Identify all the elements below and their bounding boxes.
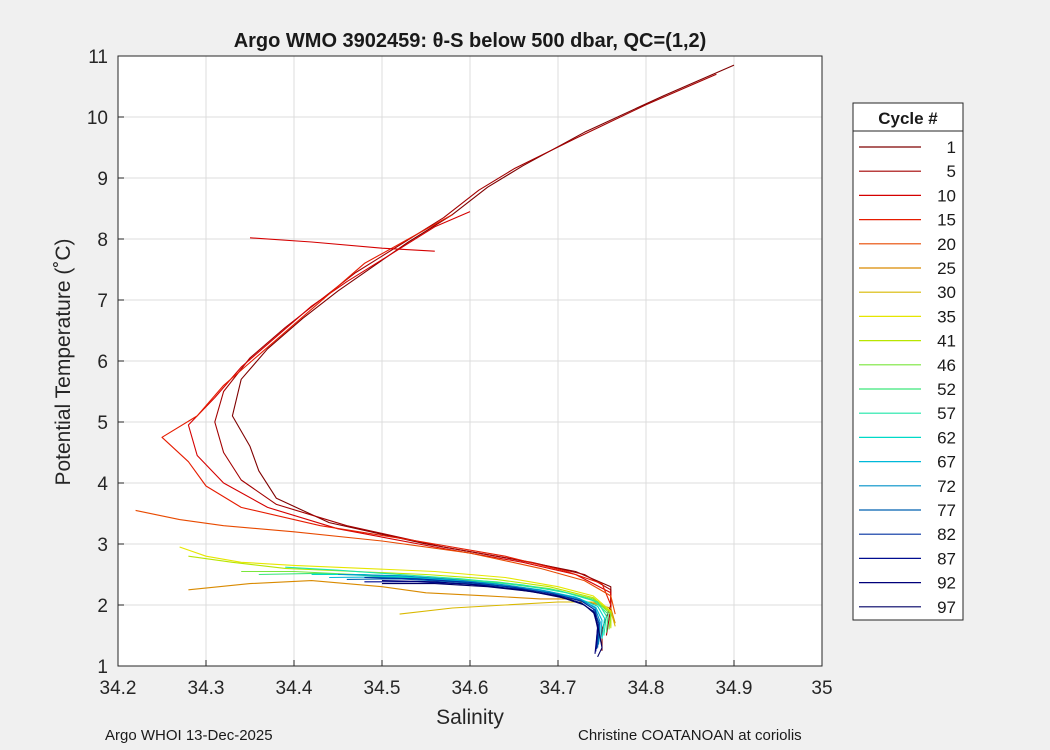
y-tick-label: 7 <box>97 291 108 312</box>
series-line-cycle-35 <box>179 546 612 627</box>
legend-label-cycle-41: 41 <box>937 332 956 351</box>
y-axis-label: Potential Temperature (˚C) <box>52 238 75 485</box>
legend-label-cycle-57: 57 <box>937 404 956 423</box>
y-tick-label: 11 <box>88 47 108 68</box>
series-line-cycle-72 <box>337 573 601 645</box>
x-tick-label: 34.6 <box>452 678 489 699</box>
ticks: 34.2 34.3 34.4 34.5 34.6 34.7 34.8 34.9 35 1 2 3 4 5 6… <box>87 47 833 699</box>
x-tick-label: 34.9 <box>716 678 753 699</box>
legend-label-cycle-15: 15 <box>937 211 956 230</box>
legend-label-cycle-62: 62 <box>937 428 956 447</box>
x-tick-label: 34.7 <box>540 678 577 699</box>
legend: Cycle # 15101520253035414652576267727782… <box>852 102 964 621</box>
y-tick-label: 9 <box>97 169 108 190</box>
series-line-cycle-10 <box>249 237 435 252</box>
chart-title: Argo WMO 3902459: θ-S below 500 dbar, QC… <box>234 30 707 52</box>
x-axis-label: Salinity <box>436 706 504 729</box>
legend-title: Cycle # <box>878 109 938 128</box>
legend-label-cycle-30: 30 <box>937 283 956 302</box>
y-tick-label: 4 <box>97 474 108 495</box>
series-line-cycle-57 <box>285 566 607 636</box>
legend-label-cycle-77: 77 <box>937 501 956 520</box>
legend-label-cycle-72: 72 <box>937 477 956 496</box>
legend-label-cycle-10: 10 <box>937 186 956 205</box>
legend-label-cycle-5: 5 <box>947 162 956 181</box>
y-tick-label: 8 <box>97 230 108 251</box>
legend-label-cycle-92: 92 <box>937 574 956 593</box>
series-line-cycle-41 <box>188 555 612 629</box>
y-tick-label: 2 <box>97 596 108 617</box>
y-tick-label: 5 <box>97 413 108 434</box>
legend-label-cycle-67: 67 <box>937 453 956 472</box>
x-tick-label: 34.8 <box>628 678 665 699</box>
series-line-cycle-92 <box>381 580 599 654</box>
y-tick-label: 6 <box>97 352 108 373</box>
legend-label-cycle-35: 35 <box>937 307 956 326</box>
series-line-cycle-20 <box>135 509 616 615</box>
series-line-cycle-5 <box>214 73 717 636</box>
legend-label-cycle-87: 87 <box>937 549 956 568</box>
legend-label-cycle-1: 1 <box>947 138 956 157</box>
legend-label-cycle-52: 52 <box>937 380 956 399</box>
x-tick-label: 35 <box>811 678 832 699</box>
series-line-cycle-82 <box>364 576 600 649</box>
footer-left: Argo WHOI 13-Dec-2025 <box>105 727 273 744</box>
series-line-cycle-97 <box>382 583 603 658</box>
legend-label-cycle-25: 25 <box>937 259 956 278</box>
plot-area: 34.2 34.3 34.4 34.5 34.6 34.7 34.8 34.9 35 1 2 3 4 5 6… <box>87 47 833 699</box>
series-line-cycle-25 <box>188 580 616 624</box>
legend-label-cycle-82: 82 <box>937 525 956 544</box>
legend-label-cycle-97: 97 <box>937 598 956 617</box>
series-line-cycle-15 <box>161 214 612 606</box>
footer-right: Christine COATANOAN at coriolis <box>578 727 802 744</box>
legend-label-cycle-20: 20 <box>937 235 956 254</box>
x-tick-label: 34.4 <box>276 678 313 699</box>
x-tick-label: 34.3 <box>188 678 225 699</box>
x-tick-label: 34.2 <box>100 678 137 699</box>
y-tick-label: 10 <box>87 108 108 129</box>
x-tick-label: 34.5 <box>364 678 401 699</box>
y-tick-label: 1 <box>97 657 108 678</box>
series-line-cycle-10 <box>187 211 612 618</box>
legend-label-cycle-46: 46 <box>937 356 956 375</box>
series-group <box>135 64 735 658</box>
y-tick-label: 3 <box>97 535 108 556</box>
